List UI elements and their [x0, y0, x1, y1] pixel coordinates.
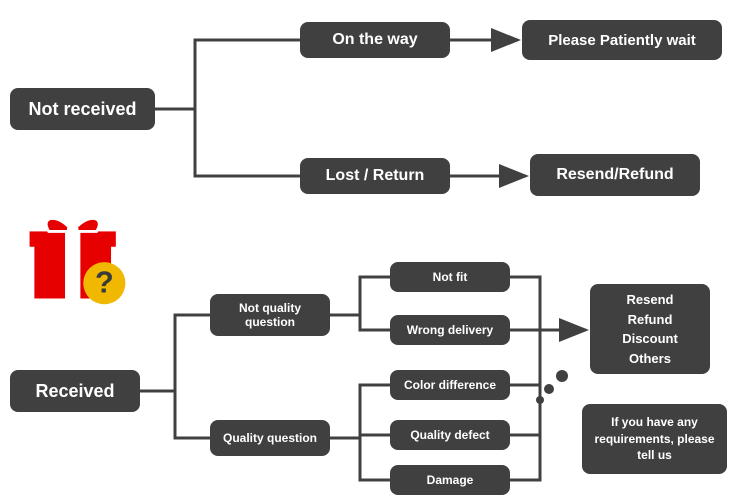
node-tell-us: If you have any requirements, please tel… [582, 404, 727, 474]
node-quality-question: Quality question [210, 420, 330, 456]
node-color-difference: Color difference [390, 370, 510, 400]
gift-question-icon: ? [20, 195, 135, 310]
node-quality-defect: Quality defect [390, 420, 510, 450]
node-damage: Damage [390, 465, 510, 495]
node-received: Received [10, 370, 140, 412]
node-wrong-delivery: Wrong delivery [390, 315, 510, 345]
node-lost-return: Lost / Return [300, 158, 450, 194]
node-outcome: Resend Refund Discount Others [590, 284, 710, 374]
thought-dot [556, 370, 568, 382]
thought-dot [536, 396, 544, 404]
node-not-fit: Not fit [390, 262, 510, 292]
node-on-the-way: On the way [300, 22, 450, 58]
node-not-quality-question: Not quality question [210, 294, 330, 336]
node-resend-refund: Resend/Refund [530, 154, 700, 196]
node-not-received: Not received [10, 88, 155, 130]
thought-dot [544, 384, 554, 394]
node-please-wait: Please Patiently wait [522, 20, 722, 60]
svg-text:?: ? [95, 266, 114, 300]
